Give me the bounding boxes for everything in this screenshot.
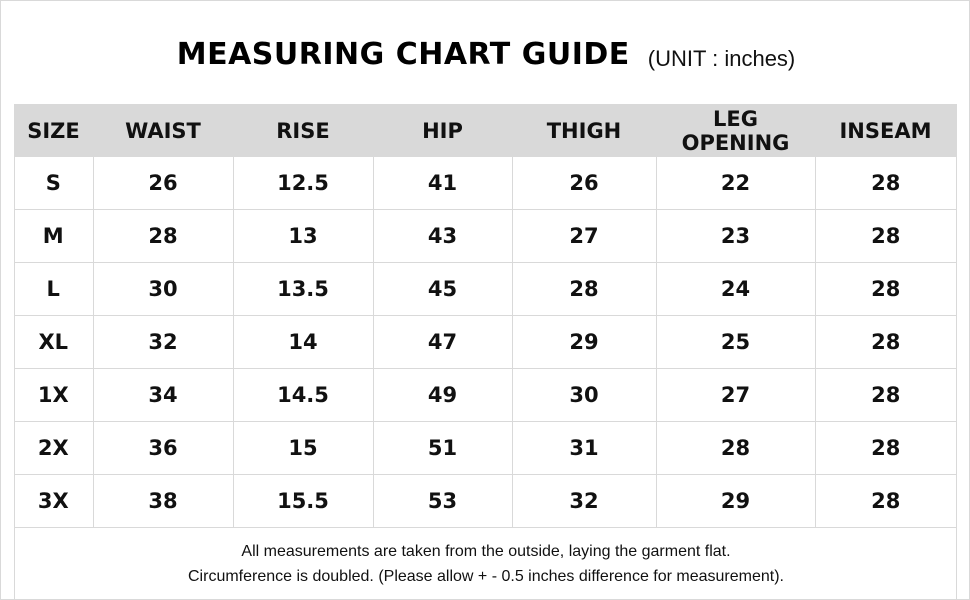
chart-title: MEASURING CHART GUIDE — [176, 37, 630, 72]
inseam-cell: 28 — [814, 157, 956, 210]
rise-cell: 15 — [232, 421, 373, 475]
waist-cell: 28 — [92, 209, 233, 263]
table-row: M 28 13 43 27 23 28 — [14, 209, 956, 263]
size-cell: XL — [14, 315, 93, 369]
header-thigh: THIGH — [512, 104, 656, 157]
leg-opening-cell: 28 — [655, 421, 815, 475]
waist-cell: 30 — [92, 262, 233, 316]
size-cell: 1X — [14, 368, 93, 422]
inseam-cell: 28 — [814, 262, 956, 316]
table-row: 3X 38 15.5 53 32 29 28 — [14, 474, 956, 528]
thigh-cell: 27 — [511, 209, 656, 263]
table-row: XL 32 14 47 29 25 28 — [14, 315, 956, 369]
rise-cell: 14 — [232, 315, 373, 369]
waist-cell: 34 — [92, 368, 233, 422]
thigh-cell: 28 — [511, 262, 656, 316]
leg-opening-cell: 29 — [655, 474, 815, 528]
thigh-cell: 32 — [511, 474, 656, 528]
leg-opening-cell: 27 — [655, 368, 815, 422]
inseam-cell: 28 — [814, 474, 956, 528]
thigh-cell: 31 — [511, 421, 656, 475]
size-cell: 3X — [14, 474, 93, 528]
title-row: MEASURING CHART GUIDE (UNIT : inches) — [1, 1, 970, 104]
size-chart-table: SIZE WAIST RISE HIP THIGH LEG OPENING IN… — [14, 104, 956, 528]
leg-opening-cell: 22 — [655, 157, 815, 210]
header-waist: WAIST — [93, 104, 233, 157]
size-cell: M — [14, 209, 93, 263]
thigh-cell: 26 — [511, 157, 656, 210]
inseam-cell: 28 — [814, 421, 956, 475]
footnote: All measurements are taken from the outs… — [1, 539, 970, 589]
size-cell: 2X — [14, 421, 93, 475]
table-header: SIZE WAIST RISE HIP THIGH LEG OPENING IN… — [14, 104, 956, 157]
unit-label: (UNIT : inches) — [647, 45, 796, 71]
waist-cell: 38 — [92, 474, 233, 528]
hip-cell: 45 — [372, 262, 512, 316]
footnote-line-2: Circumference is doubled. (Please allow … — [188, 568, 784, 585]
rise-cell: 15.5 — [232, 474, 373, 528]
hip-cell: 41 — [372, 157, 512, 210]
table-row: L 30 13.5 45 28 24 28 — [14, 262, 956, 316]
size-cell: S — [14, 157, 93, 210]
thigh-cell: 29 — [511, 315, 656, 369]
hip-cell: 47 — [372, 315, 512, 369]
rise-cell: 13 — [232, 209, 373, 263]
table-row: S 26 12.5 41 26 22 28 — [14, 157, 956, 210]
footnote-line-1: All measurements are taken from the outs… — [241, 543, 731, 560]
table-row: 2X 36 15 51 31 28 28 — [14, 421, 956, 475]
hip-cell: 49 — [372, 368, 512, 422]
hip-cell: 43 — [372, 209, 512, 263]
header-hip: HIP — [373, 104, 512, 157]
rise-cell: 14.5 — [232, 368, 373, 422]
header-size: SIZE — [14, 104, 93, 157]
hip-cell: 53 — [372, 474, 512, 528]
table-right-border — [956, 104, 957, 600]
leg-opening-cell: 25 — [655, 315, 815, 369]
size-cell: L — [14, 262, 93, 316]
waist-cell: 36 — [92, 421, 233, 475]
inseam-cell: 28 — [814, 209, 956, 263]
waist-cell: 32 — [92, 315, 233, 369]
inseam-cell: 28 — [814, 368, 956, 422]
table-row: 1X 34 14.5 49 30 27 28 — [14, 368, 956, 422]
leg-opening-cell: 24 — [655, 262, 815, 316]
rise-cell: 12.5 — [232, 157, 373, 210]
leg-opening-cell: 23 — [655, 209, 815, 263]
header-leg-opening: LEG OPENING — [656, 104, 815, 157]
rise-cell: 13.5 — [232, 262, 373, 316]
waist-cell: 26 — [92, 157, 233, 210]
header-inseam: INSEAM — [815, 104, 956, 157]
inseam-cell: 28 — [814, 315, 956, 369]
thigh-cell: 30 — [511, 368, 656, 422]
table-body: S 26 12.5 41 26 22 28 M 28 13 43 27 23 2… — [14, 157, 956, 528]
header-rise: RISE — [233, 104, 373, 157]
header-row: SIZE WAIST RISE HIP THIGH LEG OPENING IN… — [14, 104, 956, 157]
hip-cell: 51 — [372, 421, 512, 475]
